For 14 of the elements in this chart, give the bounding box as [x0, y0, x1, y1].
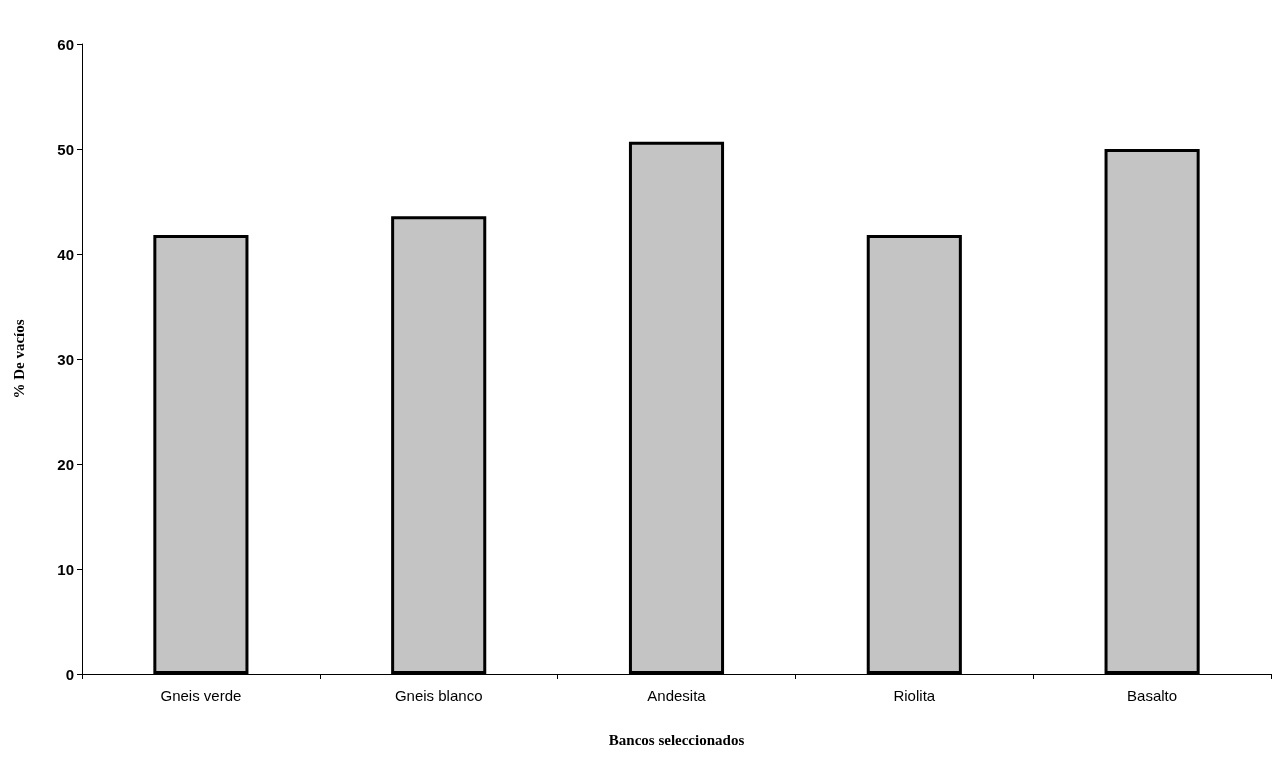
y-axis-title: % De vacíos — [10, 319, 27, 399]
x-tick-label: Riolita — [893, 687, 936, 704]
x-tick-label: Gneis blanco — [394, 687, 483, 704]
x-tick-label: Basalto — [1127, 687, 1178, 704]
y-tick-label: 10 — [57, 560, 74, 578]
x-tick-label: Andesita — [647, 687, 707, 704]
y-tick-label: 30 — [57, 350, 74, 368]
y-tick-label: 40 — [57, 245, 74, 263]
y-tick-label: 0 — [65, 665, 74, 683]
y-tick-label: 60 — [57, 35, 74, 53]
y-tick-label: 50 — [57, 140, 74, 158]
y-tick-label: 20 — [57, 455, 74, 473]
x-tick-label: Gneis verde — [160, 687, 242, 704]
x-axis-title: Bancos seleccionados — [608, 731, 745, 748]
